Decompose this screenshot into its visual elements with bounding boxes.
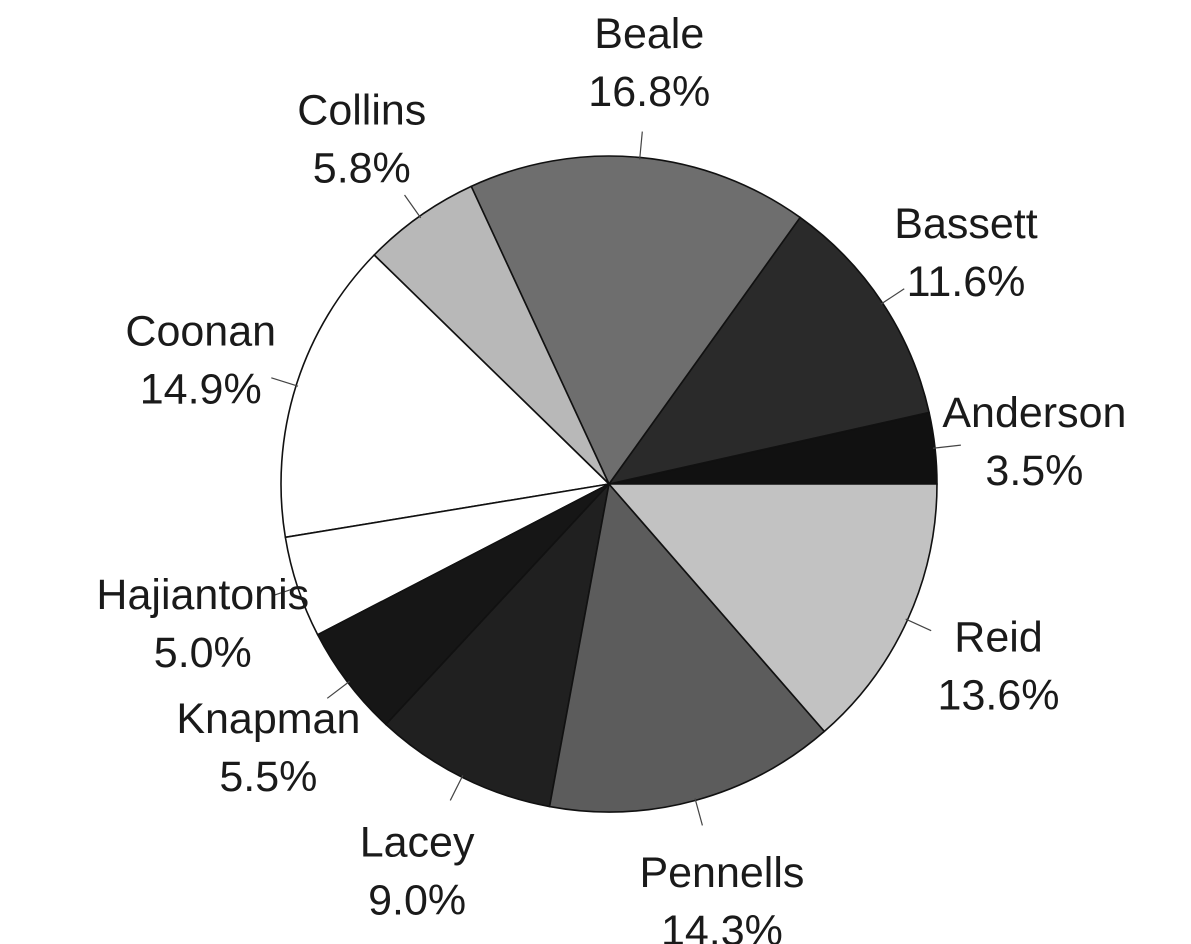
leader-line-hajiantonis [272,586,300,597]
slice-label-value-hajiantonis: 5.0% [154,629,252,677]
slice-label-name-coonan: Coonan [125,308,276,356]
slice-label-name-hajiantonis: Hajiantonis [96,571,309,619]
leader-line-anderson [932,444,961,449]
slice-label-name-knapman: Knapman [176,695,360,743]
leader-line-collins [404,194,422,219]
slice-label-value-collins: 5.8% [313,145,411,193]
slice-label-value-coonan: 14.9% [140,366,262,414]
pie-slices [280,155,938,813]
slice-label-name-lacey: Lacey [360,819,475,867]
leader-line-pennells [694,798,703,826]
slice-label-value-beale: 16.8% [588,68,710,116]
slice-label-name-beale: Beale [594,10,704,58]
slice-label-value-lacey: 9.0% [368,877,466,925]
slice-labels: Anderson 3.5% Bassett 11.6% Beale 16.8% Collin… [96,10,1126,944]
slice-label-name-pennells: Pennells [639,849,804,897]
slice-label-value-bassett: 11.6% [907,258,1026,306]
slice-label-value-knapman: 5.5% [219,753,317,801]
leader-line-reid [905,618,932,632]
slice-label-name-collins: Collins [297,87,426,135]
slice-label-value-anderson: 3.5% [985,447,1083,495]
slice-label-name-reid: Reid [954,613,1042,661]
slice-label-name-bassett: Bassett [894,200,1037,248]
slice-label-value-reid: 13.6% [938,671,1060,719]
slice-label-name-anderson: Anderson [942,389,1126,437]
leader-line-bassett [880,288,905,305]
leader-line-beale [639,131,643,160]
leader-line-knapman [326,680,350,699]
slice-label-value-pennells: 14.3% [661,907,783,944]
leader-lines [271,131,961,826]
leader-line-lacey [449,775,464,801]
leader-line-coonan [271,377,299,387]
